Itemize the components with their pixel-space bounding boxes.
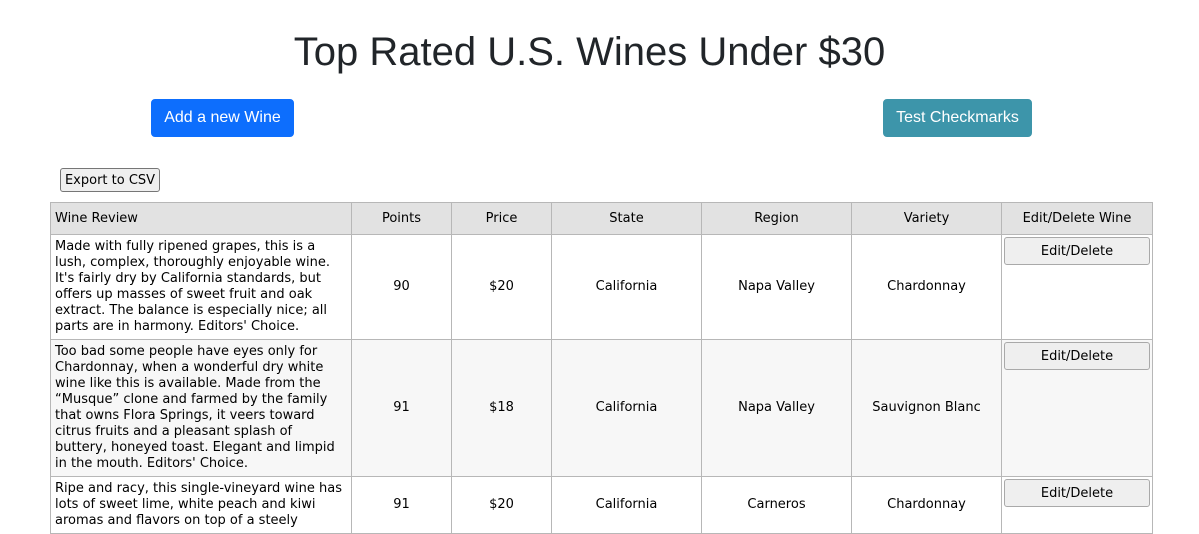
- region-cell: Napa Valley: [701, 339, 852, 477]
- points-cell: 91: [351, 339, 452, 477]
- add-wine-button[interactable]: Add a new Wine: [151, 99, 294, 137]
- price-cell: $20: [451, 234, 552, 340]
- header-edit-delete: Edit/Delete Wine: [1001, 202, 1153, 235]
- state-cell: California: [551, 234, 702, 340]
- test-checkmarks-button[interactable]: Test Checkmarks: [883, 99, 1032, 137]
- wine-table: Wine Review Points Price State Region Va…: [50, 202, 1153, 534]
- points-cell: 90: [351, 234, 452, 340]
- state-cell: California: [551, 476, 702, 534]
- variety-cell: Chardonnay: [851, 476, 1002, 534]
- edit-delete-button[interactable]: Edit/Delete: [1004, 237, 1150, 265]
- table-row: Too bad some people have eyes only for C…: [50, 339, 1153, 477]
- action-cell: Edit/Delete: [1001, 476, 1153, 534]
- page-title: Top Rated U.S. Wines Under $30: [293, 30, 886, 74]
- header-variety[interactable]: Variety: [851, 202, 1002, 235]
- points-cell: 91: [351, 476, 452, 534]
- price-cell: $20: [451, 476, 552, 534]
- region-cell: Napa Valley: [701, 234, 852, 340]
- variety-cell: Chardonnay: [851, 234, 1002, 340]
- wine-review-cell: Made with fully ripened grapes, this is …: [50, 234, 352, 340]
- table-row: Ripe and racy, this single-vineyard wine…: [50, 476, 1153, 534]
- action-cell: Edit/Delete: [1001, 339, 1153, 477]
- header-wine-review[interactable]: Wine Review: [50, 202, 352, 235]
- wine-review-cell: Ripe and racy, this single-vineyard wine…: [50, 476, 352, 534]
- header-points[interactable]: Points: [351, 202, 452, 235]
- table-row: Made with fully ripened grapes, this is …: [50, 234, 1153, 340]
- edit-delete-button[interactable]: Edit/Delete: [1004, 342, 1150, 370]
- header-state[interactable]: State: [551, 202, 702, 235]
- edit-delete-button[interactable]: Edit/Delete: [1004, 479, 1150, 507]
- region-cell: Carneros: [701, 476, 852, 534]
- price-cell: $18: [451, 339, 552, 477]
- action-cell: Edit/Delete: [1001, 234, 1153, 340]
- table-header-row: Wine Review Points Price State Region Va…: [50, 202, 1153, 235]
- header-region[interactable]: Region: [701, 202, 852, 235]
- wine-review-cell: Too bad some people have eyes only for C…: [50, 339, 352, 477]
- state-cell: California: [551, 339, 702, 477]
- header-price[interactable]: Price: [451, 202, 552, 235]
- export-csv-button[interactable]: Export to CSV: [60, 168, 160, 192]
- variety-cell: Sauvignon Blanc: [851, 339, 1002, 477]
